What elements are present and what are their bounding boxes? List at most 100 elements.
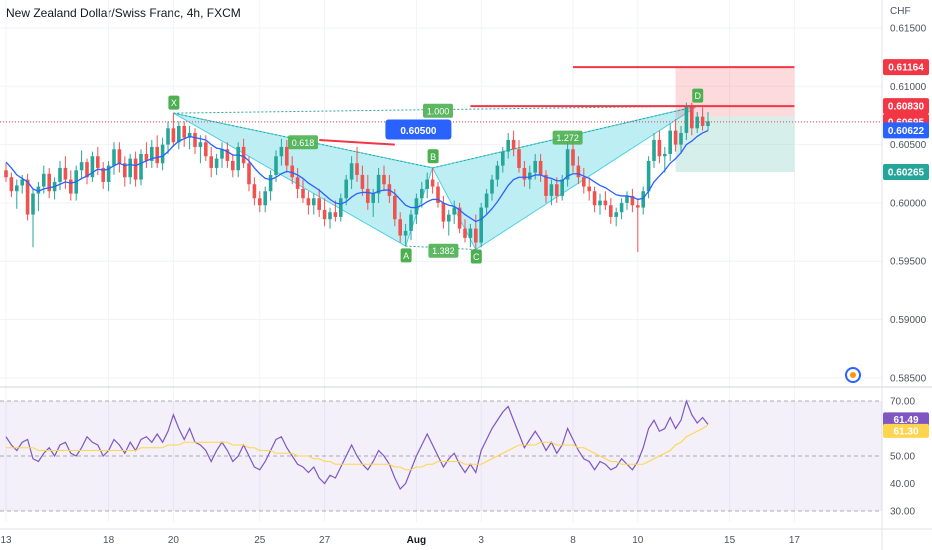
candle-down	[517, 149, 521, 168]
candle-up	[663, 153, 667, 157]
candle-up	[344, 179, 348, 199]
candle-up	[15, 185, 19, 192]
candle-down	[538, 160, 543, 175]
candle-down	[355, 163, 359, 175]
time-axis-label: 13	[0, 535, 12, 546]
price-tag-label: 0.60830	[888, 102, 925, 113]
candle-down	[582, 177, 586, 187]
candle-down	[285, 146, 289, 166]
pattern-point-label: X	[171, 98, 177, 108]
time-axis-label: Aug	[407, 535, 426, 546]
candle-down	[247, 163, 251, 185]
currency-label: CHF	[890, 6, 911, 17]
ratio-label: 1.272	[556, 133, 579, 143]
candle-up	[106, 165, 111, 182]
time-axis-label: 18	[103, 535, 115, 546]
candle-up	[139, 153, 143, 180]
candle-up	[679, 132, 683, 145]
price-tag	[883, 122, 929, 139]
candle-down	[258, 198, 262, 206]
time-axis-label: 15	[724, 535, 736, 546]
candle-up	[409, 214, 413, 231]
candle-up	[598, 200, 602, 206]
candle-down	[700, 116, 705, 126]
time-axis-label: 8	[570, 535, 576, 546]
ratio-marker	[423, 103, 453, 118]
candle-up	[90, 156, 95, 178]
candle-down	[231, 160, 235, 171]
rsi-axis-label: 70.00	[890, 397, 915, 408]
ratio-marker	[288, 135, 318, 150]
candle-up	[279, 146, 284, 157]
price-callout-label: 0.60500	[400, 126, 437, 137]
candle-up	[625, 195, 629, 203]
pattern-point-marker	[692, 88, 704, 103]
candle-down	[204, 142, 208, 157]
candle-up	[560, 179, 564, 196]
candle-up	[549, 184, 554, 196]
candle-down	[587, 186, 591, 192]
candle-up	[236, 146, 240, 171]
candle-down	[441, 202, 446, 222]
target-zone	[675, 116, 795, 173]
candle-down	[571, 149, 575, 166]
candle-down	[301, 188, 305, 199]
price-axis-label: 0.59000	[890, 315, 927, 326]
pattern-point-marker	[400, 248, 412, 263]
candle-up	[177, 125, 181, 143]
pattern-point-marker	[427, 149, 439, 164]
price-axis-label: 0.61500	[890, 23, 927, 34]
candle-up	[706, 121, 710, 126]
candle-down	[457, 207, 462, 229]
candle-down	[295, 177, 300, 189]
candle-down	[366, 188, 370, 203]
time-axis-label: 3	[478, 535, 484, 546]
candle-up	[376, 174, 381, 194]
candle-down	[85, 162, 89, 178]
rsi-axis-label: 30.00	[890, 507, 915, 518]
candle-down	[333, 212, 338, 217]
candle-up	[425, 179, 429, 189]
candle-up	[695, 116, 699, 129]
pattern-point-label: C	[473, 252, 480, 262]
candle-up	[20, 179, 24, 186]
ratio-label: 0.618	[292, 138, 315, 148]
price-tag-label: 0.61164	[888, 63, 924, 74]
candle-down	[322, 209, 327, 220]
candle-down	[555, 184, 559, 196]
candle-up	[641, 191, 645, 208]
candle-down	[225, 149, 230, 161]
rsi-axis-label: 40.00	[890, 479, 915, 490]
candle-up	[484, 193, 489, 208]
candle-up	[528, 172, 532, 180]
candle-down	[306, 198, 311, 206]
candle-down	[317, 198, 321, 210]
rsi-value-label: 61.30	[893, 426, 918, 437]
candle-up	[268, 174, 273, 192]
candle-down	[636, 205, 640, 208]
ratio-label: 1.000	[427, 106, 450, 116]
candle-down	[252, 184, 257, 199]
candle-down	[630, 195, 635, 206]
time-axis-label: 27	[319, 535, 331, 546]
candle-up	[506, 139, 510, 152]
price-axis-label: 0.58500	[890, 373, 927, 384]
chart-title: New Zealand Dollar/Swiss Franc, 4h, FXCM	[6, 6, 241, 20]
candle-down	[290, 165, 294, 178]
candle-up	[619, 202, 624, 213]
rsi-axis-label: 50.00	[890, 452, 915, 463]
candle-down	[241, 146, 246, 164]
rsi-ma-line	[6, 424, 709, 471]
candle-down	[430, 179, 435, 187]
candle-down	[657, 139, 662, 157]
candle-down	[47, 173, 51, 192]
candle-down	[544, 174, 548, 196]
candle-up	[198, 142, 203, 147]
candle-down	[144, 153, 149, 161]
candle-down	[393, 195, 397, 220]
candle-up	[479, 207, 483, 243]
candle-up	[501, 151, 505, 166]
candle-up	[187, 132, 192, 138]
price-tag	[883, 98, 929, 115]
